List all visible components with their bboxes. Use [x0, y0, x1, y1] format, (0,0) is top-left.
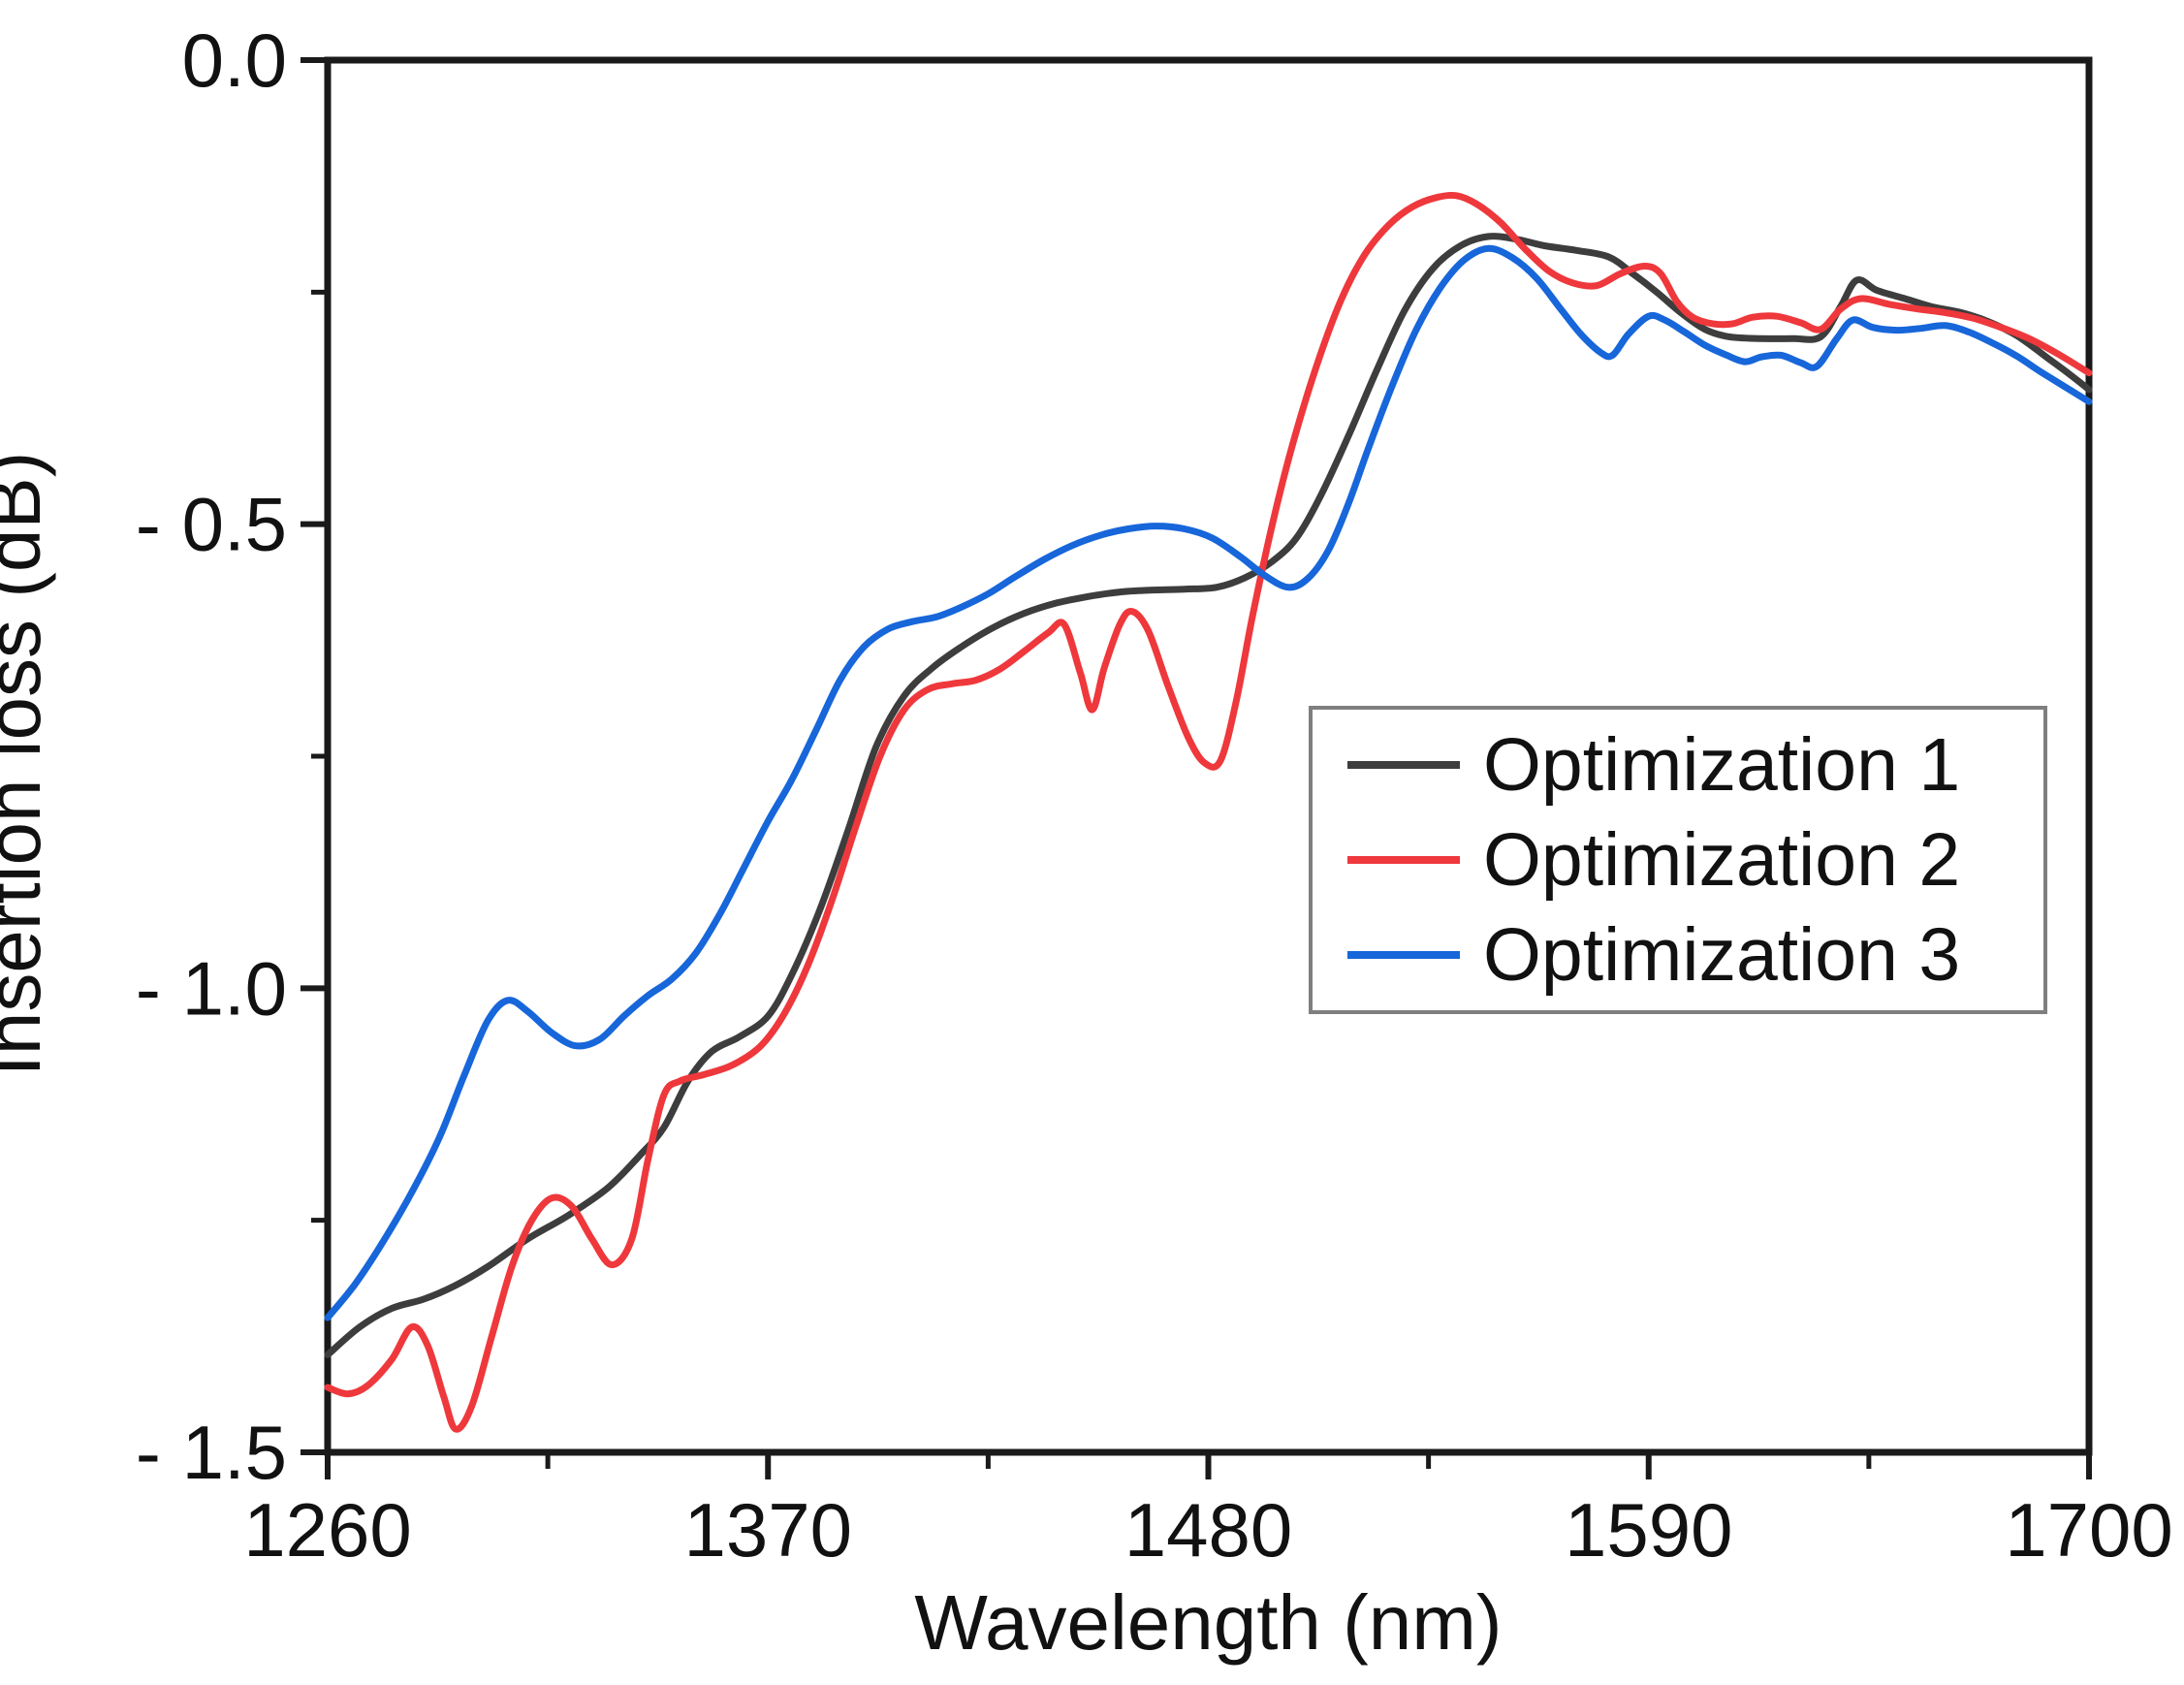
y-tick-label: - 1.5 [136, 1410, 287, 1495]
x-tick-label: 1590 [1565, 1487, 1733, 1573]
legend-label: Optimization 1 [1483, 722, 1961, 807]
x-tick-label: 1480 [1124, 1487, 1293, 1573]
y-tick-label: 0.0 [182, 17, 287, 103]
legend-item-optimization-1: Optimization 1 [1347, 722, 2043, 809]
series-line-optimization-3 [324, 244, 2093, 1321]
legend-line-swatch-red [1347, 856, 1460, 864]
legend-item-optimization-2: Optimization 2 [1347, 817, 2043, 904]
legend-item-optimization-3: Optimization 3 [1347, 912, 2043, 999]
y-axis-title: Insertion loss (dB) [0, 451, 56, 1077]
series-line-optimization-2 [324, 191, 2093, 1433]
legend-line-swatch-black [1347, 761, 1460, 769]
legend-line-swatch-blue [1347, 951, 1460, 959]
x-tick-label: 1370 [683, 1487, 852, 1573]
legend-label: Optimization 2 [1483, 817, 1961, 902]
legend-label: Optimization 3 [1483, 912, 1961, 997]
y-tick-label: - 1.0 [136, 945, 287, 1031]
x-tick-label: 1260 [243, 1487, 412, 1573]
x-tick-label: 1700 [2005, 1487, 2173, 1573]
legend: Optimization 1 Optimization 2 Optimizati… [1309, 706, 2047, 1014]
y-tick-label: - 0.5 [136, 482, 287, 567]
x-axis-title: Wavelength (nm) [914, 1579, 1503, 1666]
